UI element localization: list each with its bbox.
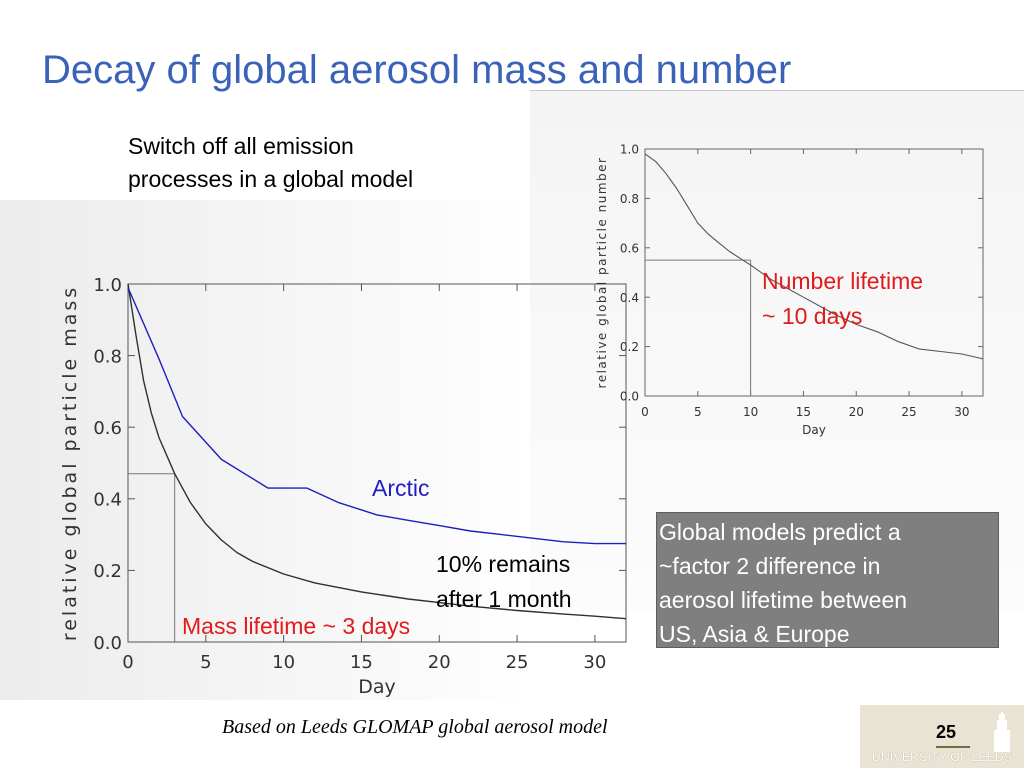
x-tick-label: 15 <box>796 405 811 419</box>
annotation-remains-line2: after 1 month <box>436 586 572 612</box>
university-tower-logo <box>994 712 1010 752</box>
slide-title: Decay of global aerosol mass and number <box>42 48 792 92</box>
annotation-remains-line1: 10% remains <box>436 551 570 577</box>
x-axis-label: Day <box>358 676 396 698</box>
left-background <box>0 200 530 700</box>
university-name: UNIVERSITY OF LEEDS <box>872 750 1013 764</box>
number-decay-chart: 0 5 10 15 20 25 30 0.0 0.2 0.4 0.6 0.8 1.0 Day relat… <box>595 143 984 437</box>
series-line-0 <box>644 153 984 360</box>
conclusion-box: Global models predict a ~factor 2 differ… <box>656 512 999 648</box>
x-tick-label: 10 <box>743 405 758 419</box>
intro-line: Switch off all emission <box>128 133 354 159</box>
x-tick-label: 30 <box>583 652 606 673</box>
y-axis-label: relative global particle number <box>595 157 609 389</box>
series-line-arctic <box>127 287 626 545</box>
x-tick-label: 25 <box>901 405 916 419</box>
x-tick-label: 20 <box>428 652 451 673</box>
mass-decay-chart: 0 5 10 15 20 25 30 0.0 0.2 0.4 0.6 0.8 1.0 Day relat… <box>59 275 627 698</box>
x-axis-label: Day <box>802 423 826 437</box>
y-tick-label: 0.4 <box>93 490 122 511</box>
y-tick-label: 0.2 <box>93 561 122 582</box>
intro-text: Switch off all emission processes in a g… <box>128 130 413 196</box>
annotation-number-lifetime-line2: ~ 10 days <box>762 303 862 329</box>
series-line-0 <box>127 283 627 620</box>
plot-frame <box>127 283 627 643</box>
conclusion-line: ~factor 2 difference in <box>659 553 881 579</box>
y-tick-label: 0.2 <box>620 340 639 354</box>
y-tick-label: 0.6 <box>620 241 639 255</box>
y-tick-label: 0.4 <box>620 291 639 305</box>
source-note: Based on Leeds GLOMAP global aerosol mod… <box>222 716 608 738</box>
y-tick-label: 0.8 <box>93 346 122 367</box>
x-tick-label: 10 <box>272 652 295 673</box>
annotation-number-lifetime-line1: Number lifetime <box>762 268 923 294</box>
conclusion-line: Global models predict a <box>659 519 901 545</box>
x-tick-label: 0 <box>122 652 133 673</box>
x-tick-label: 0 <box>641 405 649 419</box>
x-tick-label: 20 <box>849 405 864 419</box>
y-tick-label: 0.0 <box>93 633 122 654</box>
x-tick-label: 15 <box>350 652 373 673</box>
title-rule <box>530 90 1024 91</box>
y-tick-label: 1.0 <box>93 275 122 296</box>
y-tick-label: 0.6 <box>93 418 122 439</box>
annotation-arctic: Arctic <box>372 475 430 501</box>
intro-line: processes in a global model <box>128 166 414 192</box>
y-axis-label: relative global particle mass <box>59 285 81 641</box>
y-tick-label: 1.0 <box>620 143 639 157</box>
y-tick-label: 0.0 <box>620 390 639 404</box>
annotation-mass-lifetime: Mass lifetime ~ 3 days <box>182 613 410 639</box>
page-number: 25 <box>936 722 957 742</box>
plot-frame <box>644 148 984 397</box>
x-tick-label: 5 <box>694 405 702 419</box>
x-tick-label: 5 <box>200 652 211 673</box>
page-number-rule <box>936 746 970 748</box>
conclusion-line: aerosol lifetime between <box>659 587 908 613</box>
conclusion-line: US, Asia & Europe <box>659 621 850 647</box>
x-tick-label: 30 <box>954 405 969 419</box>
x-tick-label: 25 <box>506 652 529 673</box>
y-tick-label: 0.8 <box>620 192 639 206</box>
